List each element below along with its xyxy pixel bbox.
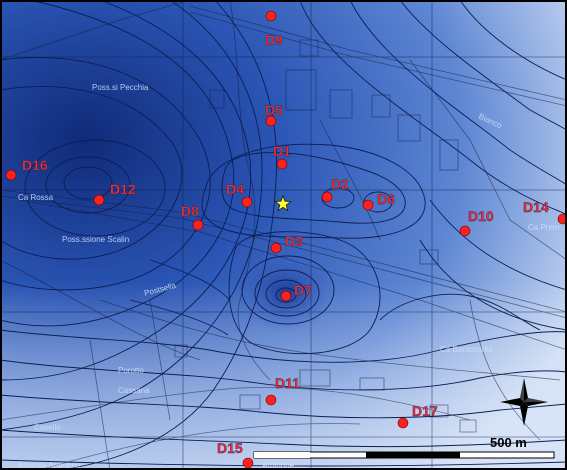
- well-marker[interactable]: [280, 290, 292, 302]
- well-d15[interactable]: D15: [217, 440, 254, 469]
- well-d8[interactable]: D8: [181, 203, 204, 231]
- well-label: D9: [265, 32, 283, 48]
- well-label: D10: [468, 208, 494, 224]
- place-label: Ca Bardocchia: [440, 345, 493, 354]
- well-label: D11: [275, 375, 300, 391]
- well-label: D16: [22, 157, 48, 173]
- well-marker[interactable]: [242, 457, 254, 469]
- scale-bar-label: 500 m: [490, 435, 527, 450]
- well-marker[interactable]: [93, 194, 105, 206]
- well-label: D8: [181, 203, 199, 219]
- well-label: D17: [412, 403, 438, 419]
- well-marker[interactable]: [265, 394, 277, 406]
- well-d4[interactable]: D4: [226, 181, 253, 208]
- well-marker[interactable]: [321, 191, 333, 203]
- place-label: Cassana: [118, 386, 150, 395]
- well-d11[interactable]: D11: [265, 375, 300, 406]
- well-label: D5: [265, 102, 283, 118]
- well-d9[interactable]: D9: [265, 10, 283, 48]
- well-d16[interactable]: D16: [5, 157, 48, 181]
- place-label: Arginone: [262, 461, 295, 470]
- place-label: Ca Prem: [528, 223, 560, 232]
- well-marker[interactable]: [241, 196, 253, 208]
- well-d10[interactable]: D10: [459, 208, 494, 237]
- place-label: Boscolo Arginone: [18, 461, 81, 470]
- place-label: Casello: [34, 423, 61, 432]
- well-label: D1: [273, 143, 291, 159]
- place-label: Porotto: [118, 366, 144, 375]
- well-label: D15: [217, 440, 243, 456]
- scale-bar: 500 m: [253, 435, 555, 459]
- place-label: Poss.si Pecchia: [92, 83, 149, 92]
- wells-layer: D9 D5 D1 D16 D12 D4 D2 D6 D8 D3 D10 D14 D7 D11 D17 D15: [5, 10, 567, 469]
- well-label: D14: [523, 199, 549, 215]
- well-marker[interactable]: [270, 242, 282, 254]
- well-marker[interactable]: [557, 213, 567, 225]
- well-d17[interactable]: D17: [397, 403, 438, 429]
- well-marker[interactable]: [5, 169, 17, 181]
- place-label: Poss.ssione Scalin: [62, 235, 129, 244]
- well-label: D7: [294, 282, 312, 298]
- well-label: D12: [110, 181, 136, 197]
- well-marker[interactable]: [265, 115, 277, 127]
- well-d5[interactable]: D5: [265, 102, 283, 127]
- well-d6[interactable]: D6: [362, 191, 395, 211]
- well-marker[interactable]: [397, 417, 409, 429]
- well-d7[interactable]: D7: [280, 282, 312, 302]
- well-d2[interactable]: D2: [321, 176, 349, 203]
- well-label: D6: [377, 191, 395, 207]
- well-marker[interactable]: [362, 199, 374, 211]
- well-marker[interactable]: [265, 10, 277, 22]
- star-icon[interactable]: [274, 194, 292, 212]
- well-marker[interactable]: [459, 225, 471, 237]
- well-d14[interactable]: D14: [523, 199, 567, 225]
- well-marker[interactable]: [276, 158, 288, 170]
- well-d3[interactable]: D3: [270, 233, 303, 254]
- well-label: D2: [331, 176, 349, 192]
- well-marker[interactable]: [192, 219, 204, 231]
- place-label: Ca Rossa: [18, 193, 54, 202]
- well-d1[interactable]: D1: [273, 143, 291, 170]
- compass-rose-icon: [500, 378, 548, 426]
- well-label: D3: [285, 233, 303, 249]
- well-label: D4: [226, 181, 244, 197]
- well-d12[interactable]: D12: [93, 181, 136, 206]
